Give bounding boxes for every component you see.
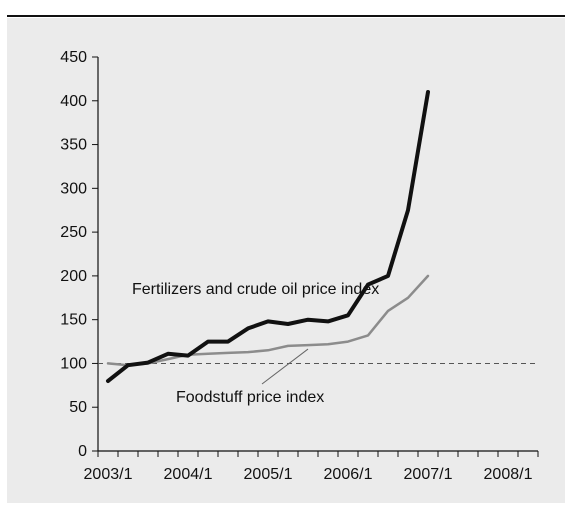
chart-panel bbox=[7, 18, 565, 503]
y-tick-label: 450 bbox=[60, 49, 87, 66]
y-tick-label: 100 bbox=[60, 355, 87, 372]
x-tick-label: 2007/1 bbox=[404, 466, 453, 483]
foodstuff-annotation: Foodstuff price index bbox=[176, 389, 324, 406]
fertilizers-annotation: Fertilizers and crude oil price index bbox=[132, 281, 379, 298]
foodstuff-leader-line bbox=[261, 348, 309, 385]
x-tick-label: 2003/1 bbox=[84, 466, 133, 483]
x-tick-label: 2006/1 bbox=[324, 466, 373, 483]
y-axis: 0 50 100 150 200 250 300 350 400 450 bbox=[60, 49, 99, 460]
foodstuff-series-line bbox=[106, 274, 430, 367]
fertilizers-crude-oil-series-line bbox=[106, 90, 430, 383]
y-tick-label: 0 bbox=[78, 443, 87, 460]
x-axis: 2003/1 2004/1 2005/1 2006/1 2007/1 2008/1 bbox=[84, 450, 539, 483]
x-tick-label: 2005/1 bbox=[244, 466, 293, 483]
x-tick-label: 2004/1 bbox=[164, 466, 213, 483]
x-tick-label: 2008/1 bbox=[484, 466, 533, 483]
y-tick-label: 350 bbox=[60, 137, 87, 154]
y-tick-label: 200 bbox=[60, 268, 87, 285]
series-layer bbox=[106, 90, 430, 383]
y-tick-label: 400 bbox=[60, 93, 87, 110]
y-tick-label: 300 bbox=[60, 180, 87, 197]
y-tick-label: 250 bbox=[60, 224, 87, 241]
y-tick-label: 50 bbox=[69, 399, 87, 416]
y-tick-label: 150 bbox=[60, 312, 87, 329]
